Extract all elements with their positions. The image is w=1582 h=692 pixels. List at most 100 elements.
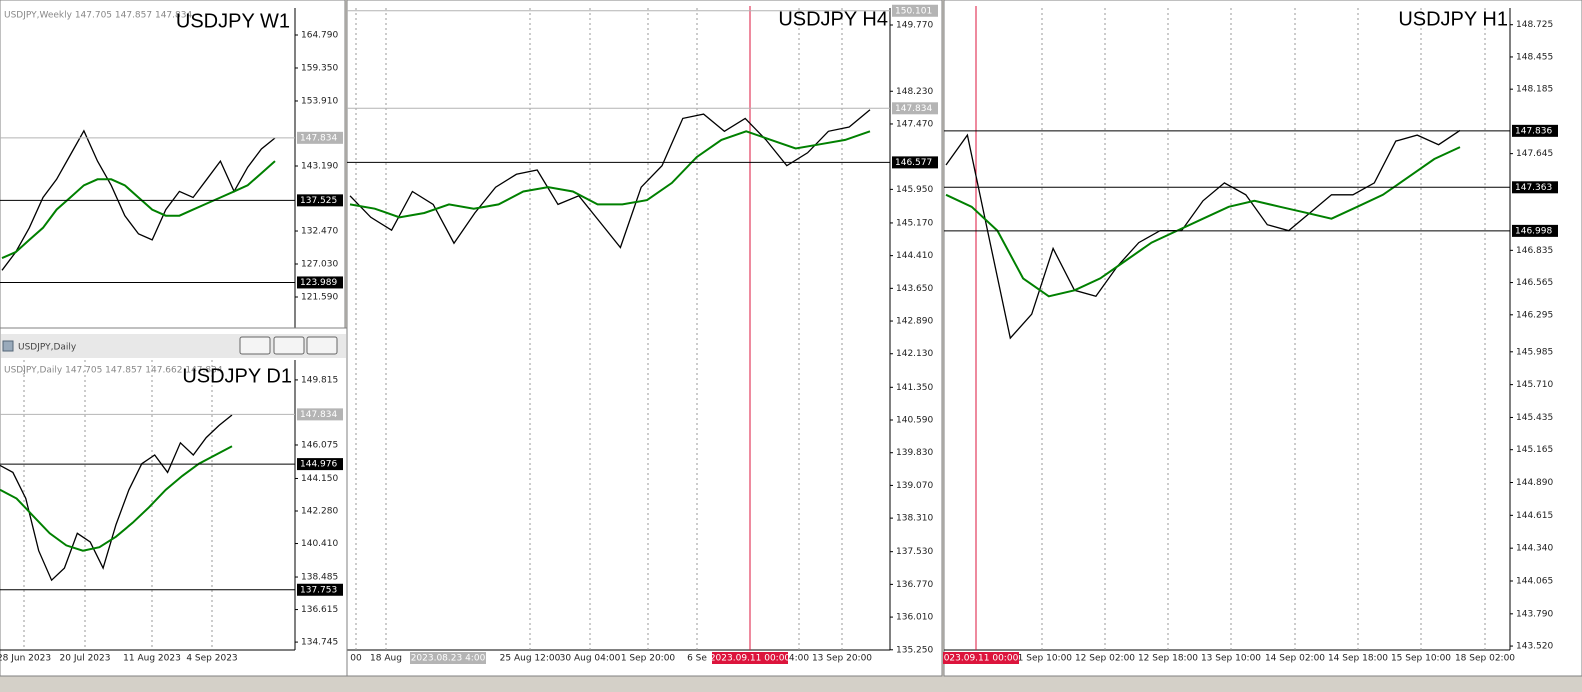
chart-panel: 149.770 148.230 147.470 145.950 145.170 144.4… — [346, 0, 943, 677]
y-tick-label: 145.950 — [896, 185, 933, 195]
level-label-bg — [297, 458, 343, 471]
y-tick-label: 147.470 — [896, 119, 933, 129]
panel-background — [943, 0, 1582, 677]
panel-background — [0, 327, 348, 677]
y-tick-label: 140.410 — [301, 539, 338, 549]
y-tick-label: 142.280 — [301, 507, 338, 517]
level-label: 146.577 — [895, 158, 932, 168]
x-tick-label: 00 — [350, 654, 362, 664]
symbol-info: USDJPY,Weekly 147.705 147.857 147.834 — [4, 11, 192, 21]
time-marker: 2023.08.23 4:00 — [411, 654, 486, 664]
x-tick-label: 4:00 — [789, 654, 809, 664]
x-tick-label: 11 Sep 10:00 — [1012, 654, 1072, 664]
restore-button[interactable] — [273, 336, 305, 355]
level-label-bg — [297, 194, 343, 207]
y-tick-label: 145.710 — [1516, 380, 1553, 390]
x-tick-label: 13 Sep 20:00 — [812, 654, 872, 664]
time-marker-bg — [943, 652, 1019, 664]
x-tick-label: 15 Sep 10:00 — [1391, 654, 1451, 664]
chart-panel: USDJPY,Daily 149.815 146.075 144.150 142.280… — [0, 327, 348, 677]
level-label: 147.834 — [300, 410, 337, 420]
level-label-bg — [892, 156, 938, 169]
level-label: 144.976 — [300, 460, 337, 470]
y-tick-label: 148.230 — [896, 87, 933, 97]
price-line — [1, 129, 276, 271]
chart-title: USDJPY W1 — [176, 10, 290, 32]
price-line — [945, 146, 1461, 298]
y-tick-label: 136.615 — [301, 605, 338, 615]
panel-background — [346, 0, 943, 677]
price-line — [0, 445, 233, 552]
y-tick-label: 146.835 — [1516, 246, 1553, 256]
y-tick-label: 142.890 — [896, 317, 933, 327]
chart-title: USDJPY H1 — [1398, 8, 1508, 30]
y-tick-label: 144.150 — [301, 474, 338, 484]
close-button[interactable] — [306, 336, 338, 355]
level-label-bg — [892, 102, 938, 115]
x-tick-label: 14 Sep 02:00 — [1265, 654, 1325, 664]
price-line — [349, 130, 871, 219]
y-tick-label: 153.910 — [301, 96, 338, 106]
chart-panel: 164.790 159.350 153.910 143.190 132.470 127.0… — [0, 0, 346, 329]
y-tick-label: 145.170 — [896, 218, 933, 228]
level-label-bg — [297, 276, 343, 289]
y-tick-label: 145.165 — [1516, 445, 1553, 455]
y-tick-label: 143.650 — [896, 284, 933, 294]
level-label: 147.834 — [300, 133, 337, 143]
time-marker-bg — [712, 652, 788, 664]
price-line — [945, 129, 1461, 340]
level-label: 147.363 — [1515, 183, 1552, 193]
y-tick-label: 146.075 — [301, 440, 338, 450]
price-line — [0, 414, 233, 582]
panel-background — [0, 0, 346, 329]
y-tick-label: 137.530 — [896, 547, 933, 557]
level-label-bg — [892, 4, 938, 17]
level-label: 137.525 — [300, 196, 337, 206]
x-tick-label: 20 Jul 2023 — [60, 654, 111, 664]
y-tick-label: 142.130 — [896, 349, 933, 359]
x-tick-label: 12 Sep 18:00 — [1138, 654, 1198, 664]
x-tick-label: 6 Se — [687, 654, 707, 664]
y-tick-label: 145.985 — [1516, 347, 1553, 357]
y-tick-label: 143.190 — [301, 161, 338, 171]
y-tick-label: 146.565 — [1516, 278, 1553, 288]
y-tick-label: 143.520 — [1516, 642, 1553, 652]
level-label: 147.836 — [1515, 126, 1552, 136]
x-tick-label: 25 Aug 12:00 — [500, 654, 561, 664]
level-label: 150.101 — [895, 6, 932, 16]
y-tick-label: 139.830 — [896, 448, 933, 458]
window-title: USDJPY,Daily — [18, 343, 77, 353]
x-tick-label: 1 Sep 20:00 — [621, 654, 676, 664]
level-label: 137.753 — [300, 585, 337, 595]
y-tick-label: 149.770 — [896, 20, 933, 30]
level-label-bg — [297, 408, 343, 421]
price-line — [349, 109, 871, 249]
x-tick-label: 28 Jun 2023 — [0, 654, 51, 664]
x-tick-label: 30 Aug 04:00 — [560, 654, 621, 664]
symbol-info: USDJPY,Daily 147.705 147.857 147.662 147… — [4, 366, 223, 376]
y-tick-label: 141.350 — [896, 383, 933, 393]
level-label-bg — [1512, 181, 1558, 194]
time-marker: 2023.09.11 00:00 — [710, 654, 791, 664]
y-tick-label: 144.340 — [1516, 544, 1553, 554]
minimize-button[interactable] — [239, 336, 271, 355]
y-tick-label: 144.065 — [1516, 577, 1553, 587]
y-tick-label: 134.745 — [301, 638, 338, 648]
level-label-bg — [1512, 124, 1558, 137]
y-tick-label: 127.030 — [301, 260, 338, 270]
time-marker-bg — [410, 652, 486, 664]
y-tick-label: 135.250 — [896, 645, 933, 655]
y-tick-label: 144.890 — [1516, 478, 1553, 488]
x-tick-label: 13 Sep 10:00 — [1201, 654, 1261, 664]
y-tick-label: 148.725 — [1516, 20, 1553, 30]
y-tick-label: 149.815 — [301, 375, 338, 385]
x-tick-label: 11 Aug 2023 — [123, 654, 181, 664]
level-label: 123.989 — [300, 278, 337, 288]
price-line — [1, 160, 276, 260]
y-tick-label: 145.435 — [1516, 413, 1553, 423]
x-tick-label: 12 Sep 02:00 — [1075, 654, 1135, 664]
y-tick-label: 139.070 — [896, 481, 933, 491]
y-tick-label: 164.790 — [301, 30, 338, 40]
y-tick-label: 143.790 — [1516, 609, 1553, 619]
